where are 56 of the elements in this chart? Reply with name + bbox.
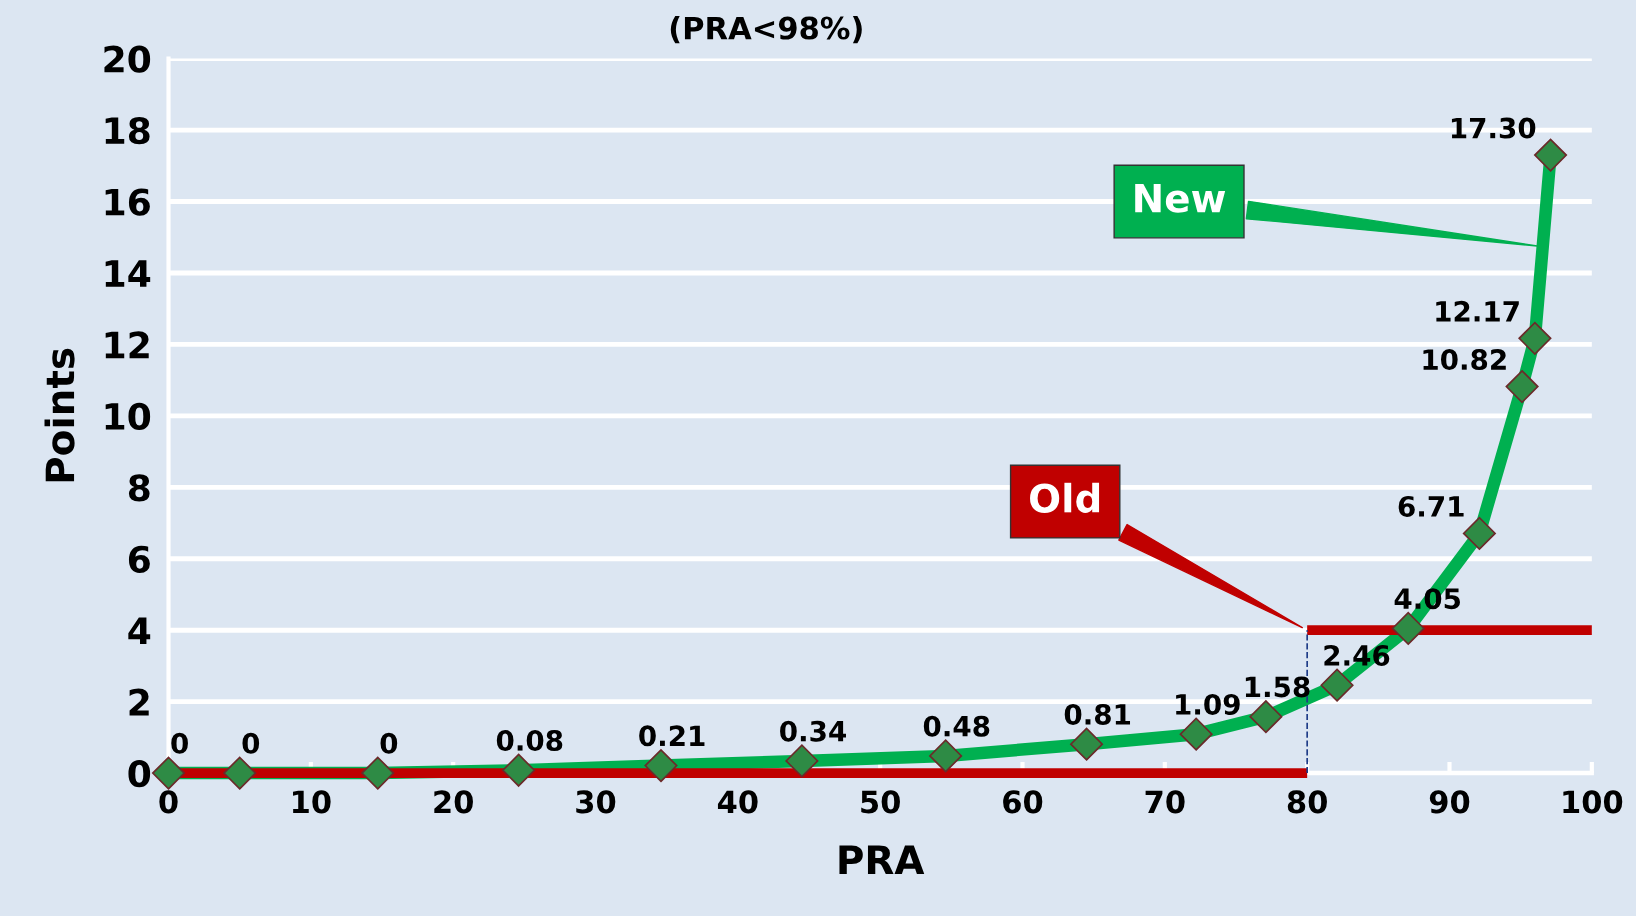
x-tick-label: 60 (1003, 790, 1043, 814)
x-tick-label: 40 (717, 790, 758, 814)
point (223, 756, 257, 790)
data-label: 0 (242, 732, 260, 754)
point (785, 744, 819, 778)
data-label: 12.17 (1436, 300, 1519, 322)
y-tick-label: 16 (105, 188, 150, 216)
x-tick-label: 80 (1287, 790, 1327, 814)
data-label: 0.08 (496, 729, 563, 751)
y-tick-label: 14 (105, 260, 151, 287)
point (361, 756, 395, 790)
point (1462, 516, 1496, 550)
point (1518, 321, 1552, 355)
y-tick-label: 4 (128, 617, 151, 644)
x-tick-label: 0 (159, 790, 178, 814)
y-tick-label: 10 (105, 402, 151, 431)
data-label: 1.09 (1176, 693, 1240, 715)
data-label: 10.82 (1423, 349, 1506, 371)
y-tick-label: 18 (105, 116, 150, 145)
x-tick-label: 10 (293, 790, 331, 814)
data-label: 17.30 (1451, 117, 1536, 139)
x-axis-title: PRA (839, 845, 925, 874)
text: Old (1030, 482, 1100, 513)
x-tick-label: 50 (861, 790, 900, 814)
point (929, 739, 963, 773)
y-axis-title: Points (44, 348, 75, 482)
data-label: 0.48 (923, 715, 990, 737)
point (1391, 611, 1425, 645)
y-tick-label: 8 (128, 474, 150, 502)
y-tick-label: 2 (129, 688, 149, 716)
point (1249, 700, 1283, 734)
x-tick-label: 70 (1145, 790, 1185, 814)
x-tick-label: 100 (1563, 790, 1623, 814)
x-tick-label: 90 (1429, 790, 1470, 814)
point (1534, 138, 1568, 172)
data-label: 6.71 (1398, 495, 1464, 517)
data-label: 0.81 (1064, 703, 1131, 725)
point (1179, 717, 1213, 751)
point (1320, 668, 1354, 702)
y-tick-label: 20 (104, 45, 151, 73)
point (1505, 370, 1539, 404)
data-label: 1.58 (1245, 676, 1310, 698)
y-tick-label: 12 (105, 331, 149, 359)
x-tick-label: 20 (434, 790, 473, 814)
data-label: 0.21 (639, 725, 705, 747)
point (644, 749, 678, 783)
data-label: 0.34 (780, 720, 846, 742)
point (502, 753, 536, 787)
x-tick-label: 30 (576, 790, 616, 814)
data-label: 0 (380, 732, 398, 754)
data-label: 0 (171, 732, 188, 754)
chart-title: (PRA<98%) (670, 16, 862, 44)
text: New (1135, 183, 1226, 213)
y-tick-label: 6 (128, 545, 150, 573)
y-tick-label: 0 (128, 760, 151, 788)
point (1070, 727, 1104, 761)
